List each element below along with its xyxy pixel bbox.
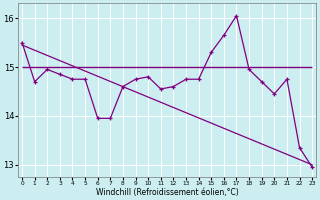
- X-axis label: Windchill (Refroidissement éolien,°C): Windchill (Refroidissement éolien,°C): [96, 188, 238, 197]
